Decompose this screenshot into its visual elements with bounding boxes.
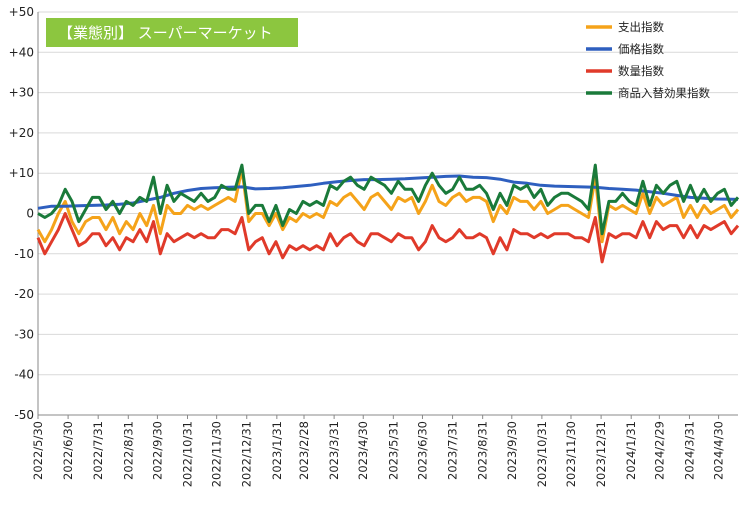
x-tick-label: 2023/5/31 [386, 421, 400, 480]
series-line-1 [36, 167, 740, 244]
x-tick-label: 2023/7/31 [446, 421, 460, 480]
legend-label: 商品入替効果指数 [618, 86, 710, 100]
x-tick-label: 2022/8/31 [121, 421, 135, 480]
legend-label: 数量指数 [618, 64, 664, 78]
x-tick-label: 2023/12/31 [594, 421, 608, 487]
legend-label: 支出指数 [618, 20, 664, 34]
series-line-3 [36, 212, 740, 264]
x-tick-label: 2022/10/31 [181, 421, 195, 487]
x-tick-label: 2022/11/30 [210, 421, 224, 487]
y-tick-label: 0 [26, 207, 34, 221]
x-axis: 2022/5/30 2022/6/30 2022/7/31 2022/8/31 2022… [31, 415, 726, 487]
y-tick-label: -40 [14, 368, 34, 382]
x-tick-label: 2022/12/31 [240, 421, 254, 487]
y-tick-label: +40 [9, 45, 34, 59]
y-tick-label: +10 [9, 166, 34, 180]
series-line-2 [37, 174, 739, 210]
x-tick-label: 2024/2/29 [652, 421, 666, 480]
y-tick-label: -20 [14, 287, 34, 301]
series-line-4 [37, 163, 740, 236]
x-tick-label: 2022/7/31 [91, 421, 105, 480]
x-tick-label: 2023/9/30 [505, 421, 519, 480]
y-tick-label: -50 [14, 408, 34, 422]
y-tick-label: +20 [9, 126, 34, 140]
y-axis: +50 +40 +30 +20 +10 0 -10 -20 -30 -40 -50 [9, 5, 39, 422]
series-lines [36, 163, 740, 264]
chart-title-box: 【業態別】 スーパーマーケット [46, 18, 298, 47]
x-tick-label: 2023/3/31 [327, 421, 341, 480]
x-tick-label: 2024/3/31 [682, 421, 696, 480]
x-tick-label: 2022/6/30 [61, 421, 75, 480]
x-tick-label: 2023/8/31 [476, 421, 490, 480]
x-tick-label: 2023/2/28 [297, 421, 311, 480]
x-tick-label: 2023/1/31 [270, 421, 284, 480]
x-tick-label: 2022/9/30 [150, 421, 164, 480]
x-tick-label: 2023/10/31 [535, 421, 549, 487]
x-tick-label: 2023/6/30 [415, 421, 429, 480]
y-tick-label: -30 [14, 327, 34, 341]
legend-label: 価格指数 [618, 42, 664, 56]
y-tick-label: +30 [9, 86, 34, 100]
x-tick-label: 2024/1/31 [624, 421, 638, 480]
x-tick-label: 2023/4/30 [356, 421, 370, 480]
y-tick-label: -10 [14, 247, 34, 261]
x-tick-label: 2024/4/30 [712, 421, 726, 480]
x-tick-label: 2022/5/30 [31, 421, 45, 480]
chart-title: 【業態別】 スーパーマーケット [58, 24, 273, 42]
x-tick-label: 2023/11/30 [564, 421, 578, 487]
y-tick-label: +50 [9, 5, 34, 19]
